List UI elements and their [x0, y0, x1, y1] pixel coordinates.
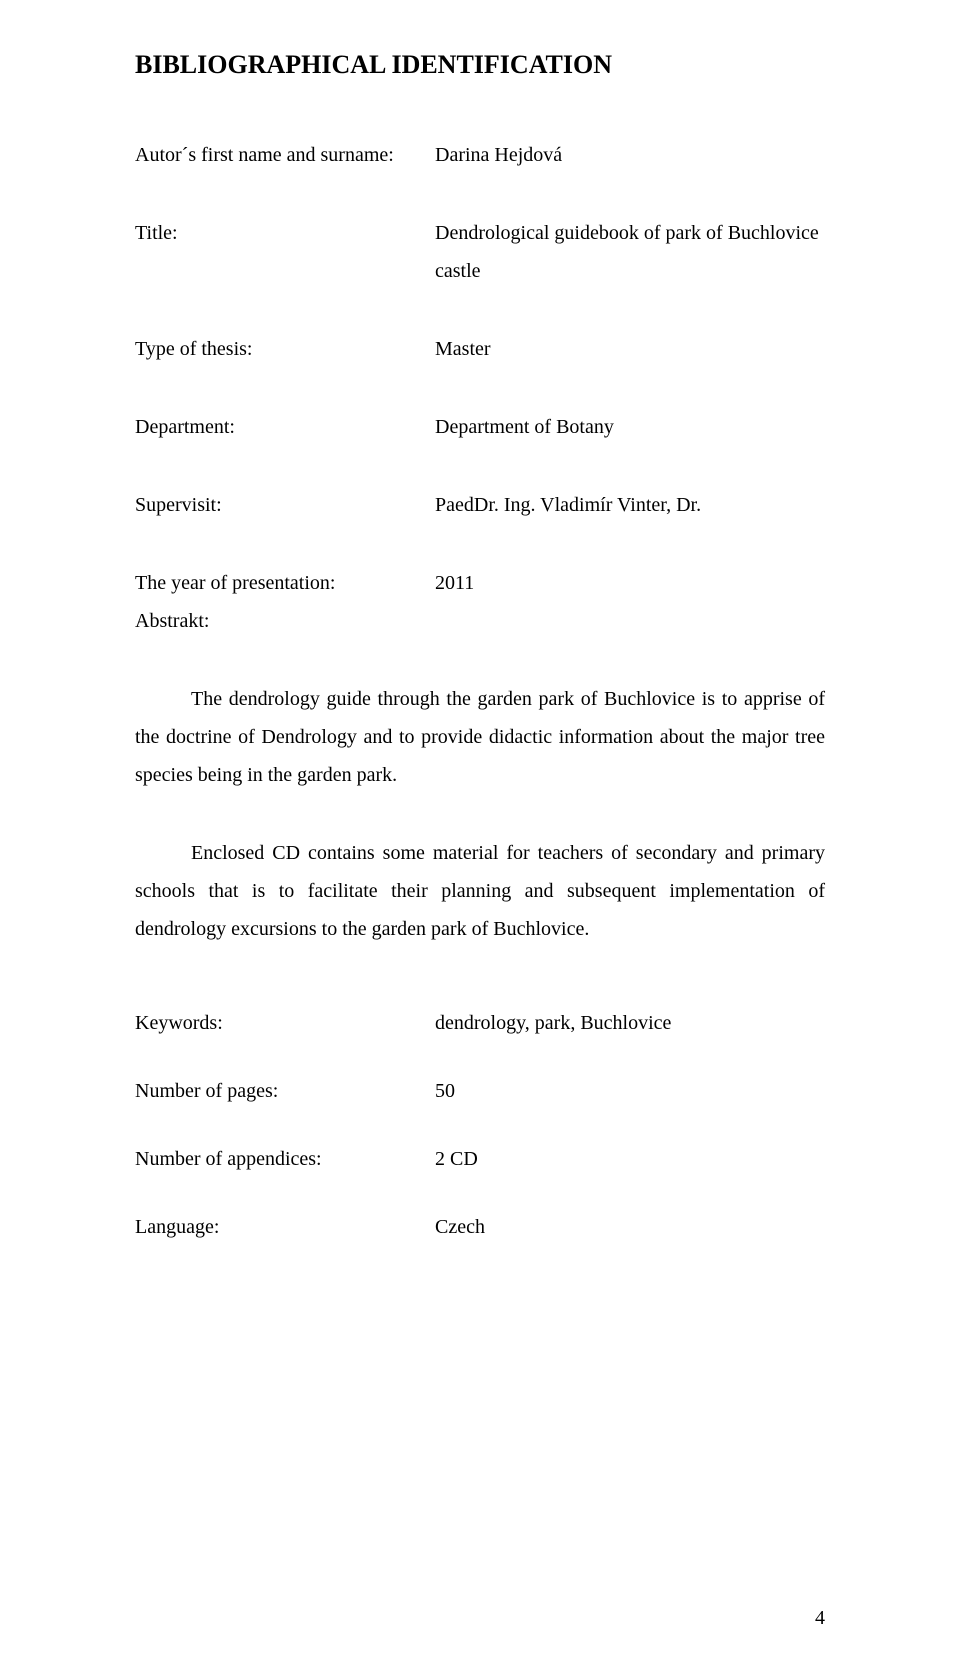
pages-label: Number of pages:: [135, 1076, 435, 1106]
title-value: Dendrological guidebook of park of Buchl…: [435, 214, 825, 290]
department-value: Department of Botany: [435, 408, 825, 446]
title-label: Title:: [135, 214, 435, 290]
thesis-type-label: Type of thesis:: [135, 330, 435, 368]
abstract-body: The dendrology guide through the garden …: [135, 680, 825, 948]
year-label: The year of presentation:: [135, 564, 435, 602]
abstract-paragraph-2: Enclosed CD contains some material for t…: [135, 834, 825, 948]
department-label: Department:: [135, 408, 435, 446]
keywords-value: dendrology, park, Buchlovice: [435, 1008, 825, 1038]
keywords-row: Keywords: dendrology, park, Buchlovice: [135, 1008, 825, 1038]
thesis-type-value: Master: [435, 330, 825, 368]
title-value-line1: Dendrological guidebook of park of Buchl…: [435, 214, 825, 252]
supervisor-label: Supervisit:: [135, 486, 435, 524]
thesis-type-row: Type of thesis: Master: [135, 330, 825, 368]
supervisor-value: PaedDr. Ing. Vladimír Vinter, Dr.: [435, 486, 825, 524]
appendices-label: Number of appendices:: [135, 1144, 435, 1174]
supervisor-row: Supervisit: PaedDr. Ing. Vladimír Vinter…: [135, 486, 825, 524]
author-value: Darina Hejdová: [435, 136, 825, 174]
author-label: Autor´s first name and surname:: [135, 136, 435, 174]
page-number: 4: [815, 1607, 825, 1630]
language-label: Language:: [135, 1212, 435, 1242]
abstract-paragraph-1: The dendrology guide through the garden …: [135, 680, 825, 794]
appendices-row: Number of appendices: 2 CD: [135, 1144, 825, 1174]
year-row: The year of presentation: Abstrakt: 2011: [135, 564, 825, 640]
year-abstract-labels: The year of presentation: Abstrakt:: [135, 564, 435, 640]
appendices-value: 2 CD: [435, 1144, 825, 1174]
author-row: Autor´s first name and surname: Darina H…: [135, 136, 825, 174]
language-value: Czech: [435, 1212, 825, 1242]
department-row: Department: Department of Botany: [135, 408, 825, 446]
pages-value: 50: [435, 1076, 825, 1106]
document-page: BIBLIOGRAPHICAL IDENTIFICATION Autor´s f…: [0, 0, 960, 1670]
pages-row: Number of pages: 50: [135, 1076, 825, 1106]
language-row: Language: Czech: [135, 1212, 825, 1242]
year-value: 2011: [435, 564, 825, 640]
page-title: BIBLIOGRAPHICAL IDENTIFICATION: [135, 50, 825, 80]
abstract-label: Abstrakt:: [135, 602, 435, 640]
title-value-line2: castle: [435, 252, 825, 290]
keywords-label: Keywords:: [135, 1008, 435, 1038]
title-row: Title: Dendrological guidebook of park o…: [135, 214, 825, 290]
